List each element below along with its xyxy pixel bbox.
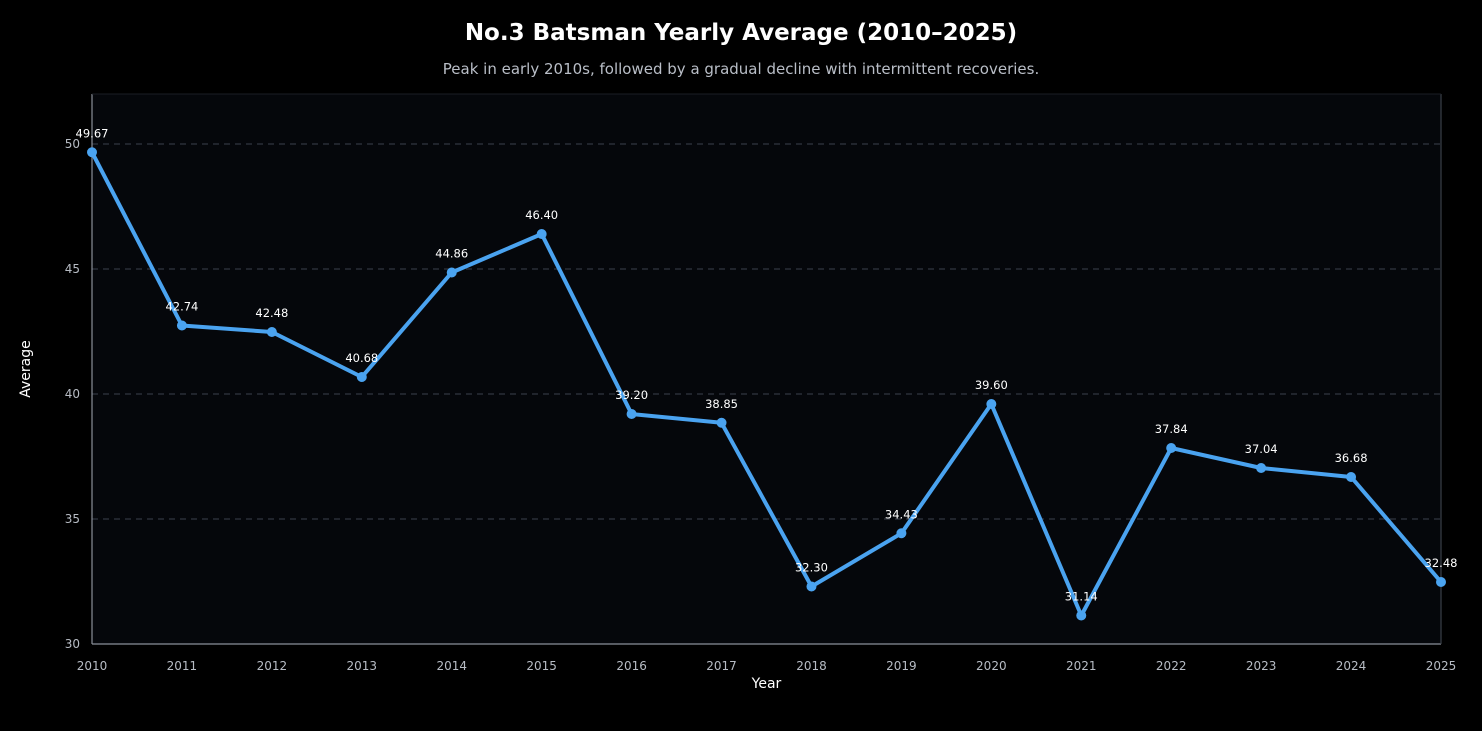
x-tick-label: 2024 — [1336, 659, 1367, 673]
data-point — [446, 267, 457, 278]
x-axis-title: Year — [751, 676, 782, 692]
x-tick-label: 2023 — [1246, 659, 1277, 673]
data-label: 34.43 — [885, 507, 918, 521]
x-tick-label: 2019 — [886, 659, 917, 673]
x-tick-label: 2016 — [616, 659, 647, 673]
data-label: 40.68 — [345, 351, 378, 365]
data-label: 31.14 — [1065, 590, 1098, 604]
data-point — [1166, 443, 1177, 453]
data-points — [87, 147, 1446, 621]
data-point — [1346, 472, 1357, 482]
data-point — [87, 147, 97, 158]
x-tick-label: 2020 — [976, 659, 1007, 673]
data-label: 42.74 — [165, 300, 198, 314]
y-axis-title: Average — [18, 340, 34, 398]
data-label: 32.48 — [1425, 556, 1458, 570]
y-tick-label: 35 — [65, 512, 80, 526]
data-point — [1436, 577, 1446, 587]
axes — [91, 93, 1442, 645]
data-point — [806, 581, 817, 592]
y-tick-label: 50 — [65, 137, 80, 151]
data-point — [986, 399, 997, 409]
data-point — [1256, 463, 1267, 473]
x-tick-label: 2012 — [257, 659, 288, 673]
data-label: 39.20 — [615, 388, 648, 402]
data-label: 32.30 — [795, 561, 828, 575]
plot-area — [92, 94, 1441, 644]
data-label: 38.85 — [705, 397, 738, 411]
data-point — [1076, 610, 1087, 621]
data-label: 49.67 — [76, 126, 109, 140]
x-tick-label: 2011 — [167, 659, 198, 673]
y-tick-label: 30 — [65, 637, 80, 651]
grid-lines — [92, 143, 1441, 520]
data-label: 37.84 — [1155, 422, 1188, 436]
data-point — [626, 409, 637, 419]
chart-title: No.3 Batsman Yearly Average (2010–2025) — [464, 20, 1018, 46]
y-tick-label: 45 — [65, 262, 80, 276]
data-point — [266, 327, 277, 337]
data-point — [176, 320, 187, 331]
x-tick-label: 2010 — [77, 659, 108, 673]
x-tick-label: 2021 — [1066, 659, 1097, 673]
y-tick-labels: 30 35 40 45 50 — [65, 137, 80, 651]
series-line — [90, 150, 1443, 618]
data-label: 44.86 — [435, 247, 468, 261]
data-label: 42.48 — [255, 306, 288, 320]
data-labels: 49.67 42.74 42.48 40.68 44.86 46.40 39.20 38.85… — [76, 126, 1458, 603]
data-point — [536, 229, 547, 239]
data-point — [896, 528, 907, 539]
x-tick-label: 2015 — [526, 659, 557, 673]
data-point — [356, 372, 367, 382]
x-tick-labels: 2010 2011 2012 2013 2014 2015 2016 2017 2018 2019… — [77, 659, 1457, 673]
data-label: 37.04 — [1245, 442, 1278, 456]
data-label: 46.40 — [525, 208, 558, 222]
data-label: 36.68 — [1335, 451, 1368, 465]
x-tick-label: 2017 — [706, 659, 737, 673]
y-tick-label: 40 — [65, 387, 80, 401]
x-tick-label: 2022 — [1156, 659, 1187, 673]
x-tick-label: 2025 — [1426, 659, 1457, 673]
x-tick-label: 2018 — [796, 659, 827, 673]
data-label: 39.60 — [975, 378, 1008, 392]
data-point — [716, 417, 727, 428]
x-tick-label: 2014 — [436, 659, 467, 673]
x-tick-label: 2013 — [347, 659, 378, 673]
chart-subtitle: Peak in early 2010s, followed by a gradu… — [442, 60, 1040, 78]
